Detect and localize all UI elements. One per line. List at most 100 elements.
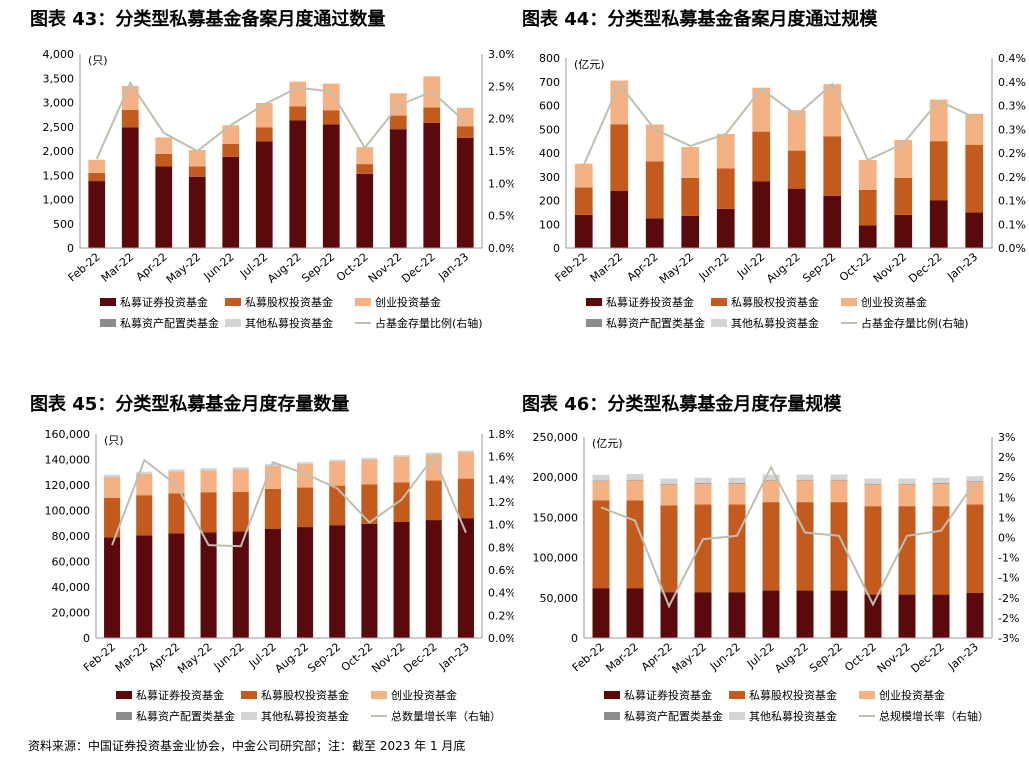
bar-segment <box>830 590 848 638</box>
bar-segment <box>966 481 984 483</box>
bar-segment <box>728 482 746 484</box>
x-tick-label: Apr-22 <box>639 640 675 673</box>
bar-segment <box>136 495 153 536</box>
bar-segment <box>457 478 474 519</box>
y-left-tick-label: 60,000 <box>52 556 91 569</box>
bar-segment <box>716 168 735 209</box>
y-left-tick-label: 500 <box>53 218 74 231</box>
x-tick-label: Feb-22 <box>81 640 118 674</box>
bar-segment <box>297 527 314 638</box>
bar-segment <box>329 485 346 526</box>
bar-segment <box>830 474 848 480</box>
x-tick-label: Aug-22 <box>772 640 811 675</box>
y-left-tick-label: 1,500 <box>43 169 75 182</box>
y-right-tick-label: 0.1% <box>998 218 1026 231</box>
bar-segment <box>864 506 882 595</box>
x-tick-label: Feb-22 <box>570 640 607 674</box>
y-right-tick-label: 0.5% <box>488 210 514 223</box>
y-right-tick-label: 1.0% <box>488 519 514 532</box>
y-right-tick-label: 0.2% <box>488 609 514 622</box>
bar-segment <box>752 131 771 182</box>
x-tick-label: Dec-22 <box>908 640 946 675</box>
bar-segment <box>136 474 153 496</box>
bar-segment <box>694 482 712 484</box>
y-left-tick-label: 3,500 <box>43 72 75 85</box>
bar-segment <box>457 518 474 638</box>
legend-swatch <box>371 691 387 699</box>
x-tick-label: Sep-22 <box>807 640 845 675</box>
chart-panel-45: 图表 45：分类型私募基金月度存量数量 0 20,000 40,000 60,000 8… <box>0 385 514 735</box>
bar-segment <box>796 480 814 503</box>
y-left-tick-label: 500 <box>539 123 560 136</box>
bar-segment <box>610 80 629 125</box>
legend-label: 私募证券投资基金 <box>624 688 712 702</box>
bar-segment <box>929 99 948 142</box>
legend-swatch <box>241 691 257 699</box>
bar-segment <box>457 452 474 479</box>
bar-segment <box>222 143 240 157</box>
legend-swatch <box>116 712 132 720</box>
bar-segment <box>188 150 206 167</box>
bar-segment <box>898 506 916 595</box>
bar-segment <box>393 455 410 457</box>
y-left-tick-label: 200,000 <box>533 471 579 484</box>
x-tick-label: Aug-22 <box>764 250 803 285</box>
bar-segment <box>728 483 746 505</box>
bar-segment <box>864 594 882 638</box>
bar-segment <box>762 479 780 481</box>
bar-segment <box>232 467 249 470</box>
bar-segment <box>645 161 664 219</box>
y-right-tick-label: 1% <box>998 511 1015 524</box>
x-tick-label: May-22 <box>164 250 203 286</box>
bar-segment <box>796 590 814 638</box>
bar-segment <box>155 153 173 167</box>
bar-segment <box>297 487 314 528</box>
y-left-tick-label: 150,000 <box>533 511 579 524</box>
legend-swatch <box>841 298 857 306</box>
legend-swatch <box>711 319 727 327</box>
y-right-tick-label: 0.4% <box>488 587 514 600</box>
line-series <box>582 82 975 166</box>
chart-panel-46: 图表 46：分类型私募基金月度存量规模 0 50,000 100,000 150,00… <box>514 385 1029 735</box>
x-tick-label: Feb-22 <box>66 250 103 284</box>
bar-segment <box>787 150 806 189</box>
y-right-tick-label: 0.8% <box>488 541 514 554</box>
legend-label: 占基金存量比例(右轴) <box>861 316 969 330</box>
y-right-tick-label: 3% <box>998 431 1015 444</box>
bar-segment <box>255 127 273 142</box>
y-right-tick-label: 0.3% <box>998 100 1026 113</box>
legend-label: 私募股权投资基金 <box>261 688 349 702</box>
y-left-tick-label: 140,000 <box>45 454 91 467</box>
bar-segment <box>894 214 913 248</box>
chart-svg: 0 100 200 300 400 500 600 700 800 0.0% 0.1% 0.1% 0.2… <box>539 52 1026 330</box>
y-right-tick-label: -2% <box>998 612 1019 625</box>
y-left-tick-label: 50,000 <box>540 592 579 605</box>
bar-segment <box>264 528 281 638</box>
x-tick-label: Dec-22 <box>399 250 437 285</box>
x-tick-label: Aug-22 <box>265 250 304 285</box>
y-right-tick-label: 2% <box>998 471 1015 484</box>
legend-label: 创业投资基金 <box>879 688 945 702</box>
y-right-tick-label: 1.8% <box>488 428 514 441</box>
bar-segment <box>168 471 185 494</box>
x-tick-label: Oct-22 <box>837 250 874 284</box>
bar-segment <box>356 173 374 248</box>
x-tick-label: Jan-23 <box>944 250 980 283</box>
bar-segment <box>610 124 629 191</box>
y-right-tick-label: 1.0% <box>488 177 514 190</box>
bar-segment <box>830 502 848 591</box>
bar-segment <box>681 147 700 178</box>
bar-segment <box>232 469 249 493</box>
legend-swatch <box>586 298 602 306</box>
bar-segment <box>136 535 153 638</box>
bar-segment <box>361 484 378 524</box>
legend-label: 私募资产配置类基金 <box>136 709 235 723</box>
bar-segment <box>255 141 273 248</box>
source-note: 资料来源：中国证券投资基金业协会，中金公司研究部；注：截至 2023 年 1 月… <box>28 739 466 753</box>
bar-segment <box>88 172 106 182</box>
y-right-tick-label: 0.0% <box>488 242 514 255</box>
bar-segment <box>361 457 378 460</box>
legend-swatch <box>604 712 620 720</box>
bar-segment <box>289 120 307 248</box>
y-left-tick-label: 20,000 <box>52 607 91 620</box>
